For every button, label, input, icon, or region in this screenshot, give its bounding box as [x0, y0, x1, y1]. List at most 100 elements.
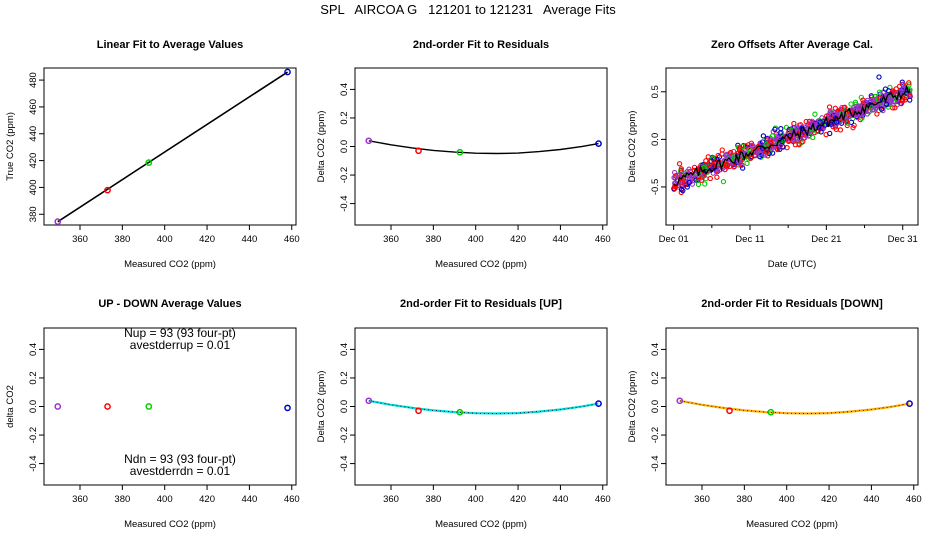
offset-point — [699, 177, 705, 183]
y-tick-label: 0.2 — [339, 111, 350, 124]
chart-title: Zero Offsets After Average Cal. — [711, 39, 873, 51]
offset-point — [803, 118, 809, 125]
x-tick-label: 420 — [821, 494, 837, 505]
offset-point — [772, 126, 778, 132]
offset-point — [897, 88, 903, 94]
y-axis-label: Delta CO2 (ppm) — [627, 371, 638, 443]
y-tick-label: 400 — [28, 179, 39, 195]
offset-point — [780, 144, 786, 150]
data-point — [284, 404, 291, 412]
y-tick-label: 0.2 — [28, 371, 39, 384]
y-tick-label: 0.4 — [650, 343, 661, 356]
y-tick-label: 0.4 — [339, 83, 350, 96]
plot-frame — [665, 327, 919, 486]
offset-point — [791, 120, 797, 127]
data-point — [365, 137, 373, 145]
offset-point — [762, 152, 768, 158]
offset-point — [672, 183, 678, 189]
offset-point — [874, 111, 880, 117]
x-axis-label: Measured CO2 (ppm) — [746, 519, 838, 530]
chart-title: Linear Fit to Average Values — [97, 39, 244, 51]
x-tick-label: 420 — [199, 234, 215, 245]
y-tick-label: -0.2 — [339, 427, 350, 443]
fit-curve — [679, 399, 910, 415]
y-tick-label: 0.0 — [339, 140, 350, 153]
x-tick-label: 460 — [906, 494, 922, 505]
data-point — [456, 408, 464, 416]
x-tick-label: 380 — [114, 234, 130, 245]
offset-point — [672, 185, 678, 192]
fit-curve-dots — [368, 400, 599, 414]
offset-point — [795, 138, 801, 144]
offset-point — [760, 133, 767, 139]
chart-resid_down: 2nd-order Fit to Residuals [DOWN] 360 380 4… — [627, 298, 922, 530]
x-tick-label: 380 — [425, 494, 441, 505]
offset-point — [777, 130, 783, 136]
offset-point — [703, 158, 709, 164]
data-point — [415, 407, 422, 415]
fit-curve-dots — [679, 400, 910, 414]
offset-point — [833, 119, 840, 125]
offset-point — [853, 105, 859, 112]
offset-point — [747, 155, 754, 161]
data-point — [906, 400, 913, 407]
fit-curve — [368, 140, 599, 155]
x-tick-label: 420 — [510, 234, 526, 245]
offset-point — [749, 142, 756, 148]
offset-point — [857, 111, 864, 117]
y-axis-label: True CO2 (ppm) — [5, 112, 16, 181]
offset-point — [826, 104, 833, 110]
y-tick-label: 0.2 — [339, 371, 350, 384]
offset-point — [796, 141, 802, 147]
y-tick-label: -0.4 — [650, 455, 661, 471]
offset-point — [818, 129, 824, 135]
x-axis-label: Measured CO2 (ppm) — [435, 519, 527, 530]
offset-point — [841, 104, 847, 111]
plot-area — [54, 403, 291, 412]
data-point — [595, 400, 602, 407]
data-point — [415, 147, 422, 155]
x-tick-label: 400 — [157, 234, 173, 245]
y-tick-label: 420 — [28, 153, 39, 169]
x-tick-label: 400 — [157, 494, 173, 505]
x-tick-label: 440 — [241, 494, 257, 505]
offset-point — [884, 92, 891, 99]
plot-frame — [354, 67, 608, 226]
offset-point — [739, 162, 745, 168]
x-tick-label: 440 — [552, 494, 568, 505]
offset-point — [850, 125, 856, 131]
offset-point — [695, 181, 702, 188]
offset-point — [848, 101, 854, 107]
offset-point — [800, 139, 806, 145]
chart-resid: 2nd-order Fit to Residuals 360 380 400 420 44… — [316, 39, 611, 270]
y-tick-label: 0.4 — [339, 343, 350, 356]
fit-line — [57, 71, 288, 223]
offset-point — [892, 105, 898, 111]
x-axis-label: Date (UTC) — [768, 259, 817, 270]
offset-point — [906, 80, 912, 86]
offset-point — [707, 159, 713, 165]
x-tick-label: 460 — [284, 234, 300, 245]
x-tick-label: 360 — [72, 494, 88, 505]
offset-point — [728, 149, 734, 156]
x-tick-label: 420 — [510, 494, 526, 505]
offset-point — [857, 104, 863, 110]
y-axis-label: Delta CO2 (ppm) — [627, 111, 638, 183]
plot-area — [365, 137, 602, 156]
offset-point — [702, 181, 708, 187]
x-tick-label: 360 — [72, 234, 88, 245]
offset-point — [763, 149, 769, 155]
chart-zero: Zero Offsets After Average Cal. Dec 01 Dec… — [627, 39, 919, 270]
offset-point — [876, 74, 882, 80]
offset-point — [837, 127, 844, 133]
offset-point — [742, 143, 749, 149]
data-point — [726, 407, 733, 415]
offset-point — [710, 170, 716, 176]
x-tick-label: 460 — [595, 494, 611, 505]
offset-point — [686, 179, 692, 186]
y-tick-label: 440 — [28, 126, 39, 142]
offset-point — [827, 130, 833, 137]
x-tick-label: 400 — [468, 494, 484, 505]
offset-point — [744, 160, 750, 167]
fit-curve — [368, 399, 599, 415]
